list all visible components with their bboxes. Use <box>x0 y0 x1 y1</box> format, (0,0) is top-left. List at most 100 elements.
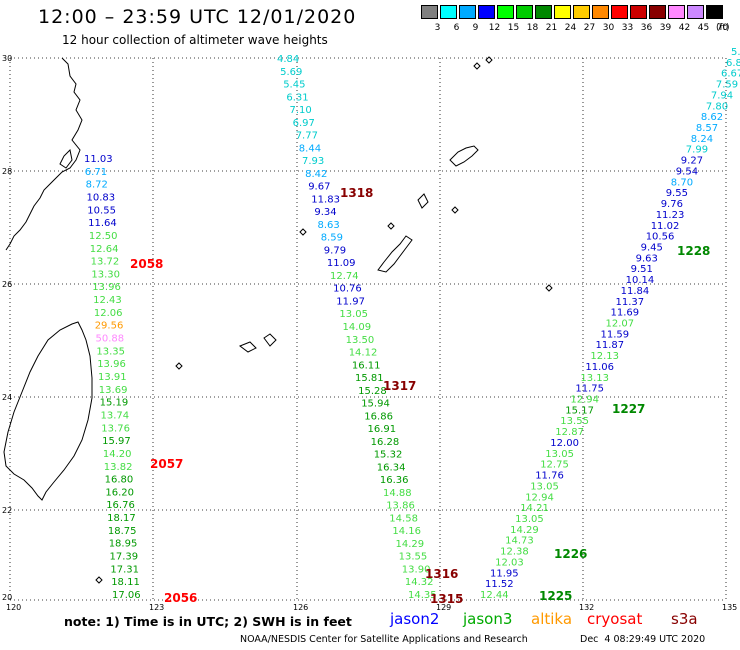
pass-time-label: 1318 <box>340 186 373 200</box>
wave-height-value: 17.39 <box>110 552 139 563</box>
satellite-altika: altika <box>531 610 573 628</box>
pass-time-label: 2056 <box>164 591 197 605</box>
legend-label: 3 <box>434 23 441 33</box>
wave-height-value: 14.16 <box>392 526 421 537</box>
pass-time-label: 1315 <box>430 592 463 606</box>
legend-label: 12 <box>488 23 501 33</box>
wave-height-value: 5.7 <box>731 47 740 58</box>
pass-time-label: 1226 <box>554 547 587 561</box>
legend-label: 36 <box>640 23 653 33</box>
wave-height-value: 16.20 <box>105 487 134 498</box>
wave-height-value: 9.55 <box>666 188 688 199</box>
islet-2 <box>485 56 493 64</box>
wave-height-value: 6.97 <box>293 118 315 129</box>
wave-height-value: 11.76 <box>535 471 564 482</box>
wave-height-value: 11.84 <box>621 286 650 297</box>
latitude-label: 22 <box>2 506 12 515</box>
wave-height-value: 16.91 <box>368 424 397 435</box>
islet-7 <box>451 206 459 214</box>
islet-6 <box>95 576 103 584</box>
wave-height-value: 18.11 <box>111 577 140 588</box>
wave-height-value: 13.96 <box>97 359 126 370</box>
wave-height-value: 14.88 <box>383 488 412 499</box>
pass-time-labels: 1318 2058 1228 1317 1227 2057 1226 1316 2056 1315… <box>130 186 710 606</box>
legend-swatch <box>630 5 647 19</box>
wave-height-value: 12.87 <box>555 427 584 438</box>
wave-height-value: 10.76 <box>333 284 362 295</box>
legend-label: 9 <box>472 23 479 33</box>
wave-height-value: 14.21 <box>520 503 549 514</box>
wave-height-value: 11.23 <box>656 210 685 221</box>
legend-swatch <box>497 5 514 19</box>
pass-time-label: 2058 <box>130 257 163 271</box>
legend-label: 33 <box>621 23 634 33</box>
wave-height-value: 14.35 <box>408 590 437 601</box>
wave-height-value: 12.06 <box>94 308 123 319</box>
wave-height-value: 9.34 <box>314 207 336 218</box>
wave-height-value: 11.83 <box>311 194 340 205</box>
pass-time-label: 1317 <box>383 379 416 393</box>
wave-height-value: 8.59 <box>321 233 343 244</box>
wave-height-value: 15.28 <box>358 386 387 397</box>
wave-height-value: 7.99 <box>686 145 708 156</box>
wave-height-value: 15.19 <box>100 398 129 409</box>
longitude-label: 126 <box>293 603 308 612</box>
legend-swatch <box>421 5 438 19</box>
wave-height-value: 18.75 <box>108 526 137 537</box>
wave-height-value: 16.28 <box>371 437 400 448</box>
wave-height-value: 12.07 <box>606 319 635 330</box>
wave-height-value: 13.76 <box>101 423 130 434</box>
wave-height-value: 13.69 <box>99 385 128 396</box>
legend-label: 45 <box>697 23 710 33</box>
amami-coastline <box>449 145 479 167</box>
satellite-s3a: s3a <box>671 610 698 628</box>
wave-height-value: 4.84 <box>277 54 299 65</box>
wave-height-value: 15.81 <box>355 373 384 384</box>
wave-height-value: 5.69 <box>280 67 302 78</box>
wave-height-value: 12.94 <box>525 492 554 503</box>
wave-height-value: 10.56 <box>646 232 675 243</box>
wave-height-value: 14.73 <box>505 536 534 547</box>
pass-time-label: 2057 <box>150 457 183 471</box>
wave-height-value: 16.86 <box>364 411 393 422</box>
wave-height-value: 8.70 <box>671 177 693 188</box>
latitude-label: 26 <box>2 280 12 289</box>
wave-height-value: 13.05 <box>530 481 559 492</box>
wave-height-value: 13.05 <box>515 514 544 525</box>
wave-height-value: 7.94 <box>711 90 733 101</box>
wave-height-value: 8.24 <box>691 134 713 145</box>
lat-lon-grid <box>9 57 727 601</box>
wave-height-value: 9.45 <box>641 243 663 254</box>
latitude-label: 24 <box>2 393 12 402</box>
wave-height-value: 14.20 <box>103 449 132 460</box>
wave-height-value: 50.88 <box>96 334 125 345</box>
legend-swatch <box>687 5 704 19</box>
legend-label: 70 <box>716 23 729 33</box>
longitude-label: 123 <box>149 603 164 612</box>
wave-height-value: 12.64 <box>90 244 119 255</box>
wave-height-value: 6.8 <box>726 58 740 69</box>
wave-height-value: 7.93 <box>302 156 324 167</box>
tokunoshima-coastline <box>417 193 429 209</box>
legend-swatch <box>535 5 552 19</box>
wave-height-value: 14.29 <box>396 539 425 550</box>
legend-swatch <box>554 5 571 19</box>
legend-swatch <box>706 5 723 19</box>
wave-height-value: 13.55 <box>399 552 428 563</box>
legend-label: 30 <box>602 23 615 33</box>
wave-height-value: 6.67 <box>721 69 740 80</box>
wave-height-value: 14.09 <box>343 322 372 333</box>
wave-height-value: 14.58 <box>389 513 418 524</box>
wave-height-value: 9.63 <box>636 253 658 264</box>
wave-height-value: 9.79 <box>324 245 346 256</box>
legend-swatch <box>459 5 476 19</box>
wave-height-value: 8.63 <box>318 220 340 231</box>
wave-height-value: 9.54 <box>676 167 698 178</box>
legend-swatch <box>649 5 666 19</box>
ishigaki-coastline <box>238 341 257 353</box>
satellite-jason3: jason3 <box>463 610 513 628</box>
wave-height-value: 11.37 <box>616 297 645 308</box>
wave-height-value: 12.44 <box>480 590 509 601</box>
